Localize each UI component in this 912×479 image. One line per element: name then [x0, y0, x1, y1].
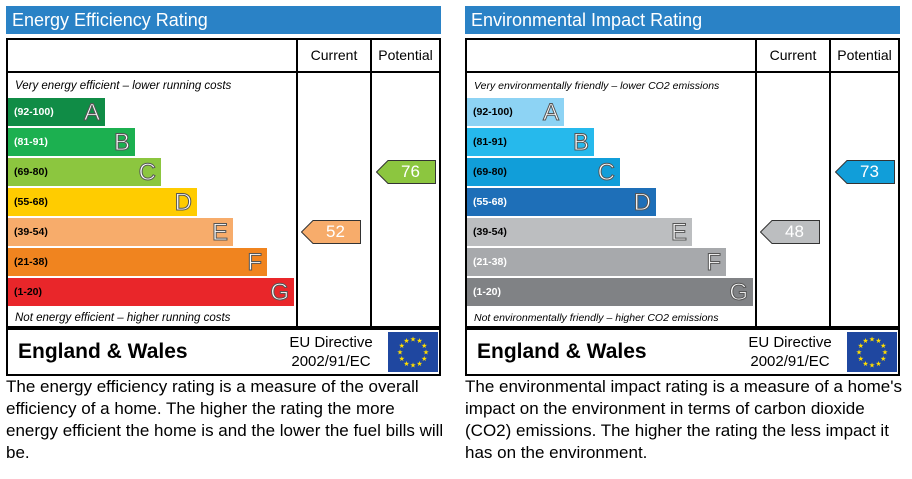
svg-text:★: ★: [869, 336, 875, 344]
band-letter: E: [670, 219, 687, 247]
potential-rating-arrow: 76: [376, 160, 436, 184]
svg-text:★: ★: [410, 362, 416, 370]
band-range: (1-20): [473, 286, 502, 298]
band-range: (55-68): [473, 196, 507, 208]
svg-text:★: ★: [416, 337, 422, 345]
svg-text:★: ★: [875, 360, 881, 368]
band-b: (81-91) B: [467, 128, 594, 157]
svg-text:★: ★: [880, 342, 886, 350]
panel-title: Energy Efficiency Rating: [6, 6, 441, 34]
band-range: (81-91): [14, 136, 48, 148]
svg-text:★: ★: [403, 337, 409, 345]
rating-chart: Current Potential Very energy efficient …: [6, 38, 441, 328]
band-range: (1-20): [14, 286, 43, 298]
band-letter: G: [729, 279, 749, 307]
svg-text:★: ★: [421, 355, 427, 363]
footer-bar: England & Wales EU Directive 2002/91/EC …: [465, 328, 900, 376]
band-d: (55-68) D: [8, 188, 197, 217]
band-a: (92-100) A: [8, 98, 105, 127]
potential-rating-arrow: 73: [835, 160, 895, 184]
band-range: (39-54): [473, 226, 507, 238]
svg-text:★: ★: [416, 360, 422, 368]
current-column-header: Current: [310, 47, 358, 63]
band-range: (69-80): [14, 166, 48, 178]
band-letter: B: [572, 129, 589, 157]
svg-text:★: ★: [862, 360, 868, 368]
region-label: England & Wales: [477, 340, 647, 363]
band-e: (39-54) E: [467, 218, 692, 247]
current-rating-arrow: 48: [760, 220, 820, 244]
band-letter: G: [270, 279, 290, 307]
band-letter: F: [247, 249, 263, 277]
band-range: (81-91): [473, 136, 507, 148]
band-range: (69-80): [473, 166, 507, 178]
svg-text:★: ★: [399, 355, 405, 363]
band-range: (92-100): [473, 106, 513, 118]
band-letter: E: [211, 219, 228, 247]
svg-text:★: ★: [875, 337, 881, 345]
band-range: (21-38): [473, 256, 507, 268]
band-range: (92-100): [14, 106, 54, 118]
svg-text:★: ★: [856, 349, 862, 357]
band-letter: A: [83, 99, 100, 127]
band-letter: D: [174, 189, 192, 217]
energy-description: The energy efficiency rating is a measur…: [6, 377, 444, 462]
current-column-header: Current: [769, 47, 817, 63]
band-g: (1-20) G: [467, 278, 753, 307]
band-f: (21-38) F: [467, 248, 726, 277]
band-range: (55-68): [14, 196, 48, 208]
eu-directive: EU Directive 2002/91/EC: [289, 334, 373, 370]
potential-rating-value: 76: [401, 162, 420, 181]
potential-column-header: Potential: [837, 47, 892, 63]
band-c: (69-80) C: [467, 158, 620, 187]
top-caption: Very energy efficient – lower running co…: [15, 80, 232, 92]
band-letter: A: [542, 99, 559, 127]
band-c: (69-80) C: [8, 158, 161, 187]
band-letter: B: [113, 129, 130, 157]
potential-column-header: Potential: [378, 47, 433, 63]
current-rating-value: 48: [785, 222, 804, 241]
svg-text:★: ★: [410, 336, 416, 344]
band-letter: D: [633, 189, 651, 217]
svg-text:★: ★: [858, 342, 864, 350]
band-letter: C: [597, 159, 615, 187]
band-d: (55-68) D: [467, 188, 656, 217]
svg-text:★: ★: [421, 342, 427, 350]
band-range: (21-38): [14, 256, 48, 268]
top-caption: Very environmentally friendly – lower CO…: [474, 80, 720, 92]
svg-text:★: ★: [399, 342, 405, 350]
band-a: (92-100) A: [467, 98, 564, 127]
band-e: (39-54) E: [8, 218, 233, 247]
svg-text:★: ★: [397, 349, 403, 357]
footer-bar: England & Wales EU Directive 2002/91/EC …: [6, 328, 441, 376]
current-rating-arrow: 52: [301, 220, 361, 244]
svg-text:★: ★: [858, 355, 864, 363]
svg-text:★: ★: [423, 349, 429, 357]
svg-text:★: ★: [403, 360, 409, 368]
svg-text:★: ★: [880, 355, 886, 363]
band-letter: F: [706, 249, 722, 277]
region-label: England & Wales: [18, 340, 188, 363]
svg-text:★: ★: [862, 337, 868, 345]
bottom-caption: Not energy efficient – higher running co…: [15, 312, 231, 324]
panel-title: Environmental Impact Rating: [465, 6, 900, 34]
current-rating-value: 52: [326, 222, 345, 241]
eu-flag-icon: ★ ★ ★ ★ ★ ★ ★ ★ ★ ★ ★ ★: [847, 332, 897, 372]
svg-text:★: ★: [882, 349, 888, 357]
eu-directive: EU Directive 2002/91/EC: [748, 334, 832, 370]
band-g: (1-20) G: [8, 278, 294, 307]
environment-description: The environmental impact rating is a mea…: [465, 377, 902, 462]
eu-flag-icon: ★ ★ ★ ★ ★ ★ ★ ★ ★ ★ ★ ★: [388, 332, 438, 372]
svg-text:★: ★: [869, 362, 875, 370]
rating-chart: Current Potential Very environmentally f…: [465, 38, 900, 328]
band-f: (21-38) F: [8, 248, 267, 277]
band-range: (39-54): [14, 226, 48, 238]
band-b: (81-91) B: [8, 128, 135, 157]
bottom-caption: Not environmentally friendly – higher CO…: [474, 312, 719, 324]
band-letter: C: [138, 159, 156, 187]
potential-rating-value: 73: [860, 162, 879, 181]
